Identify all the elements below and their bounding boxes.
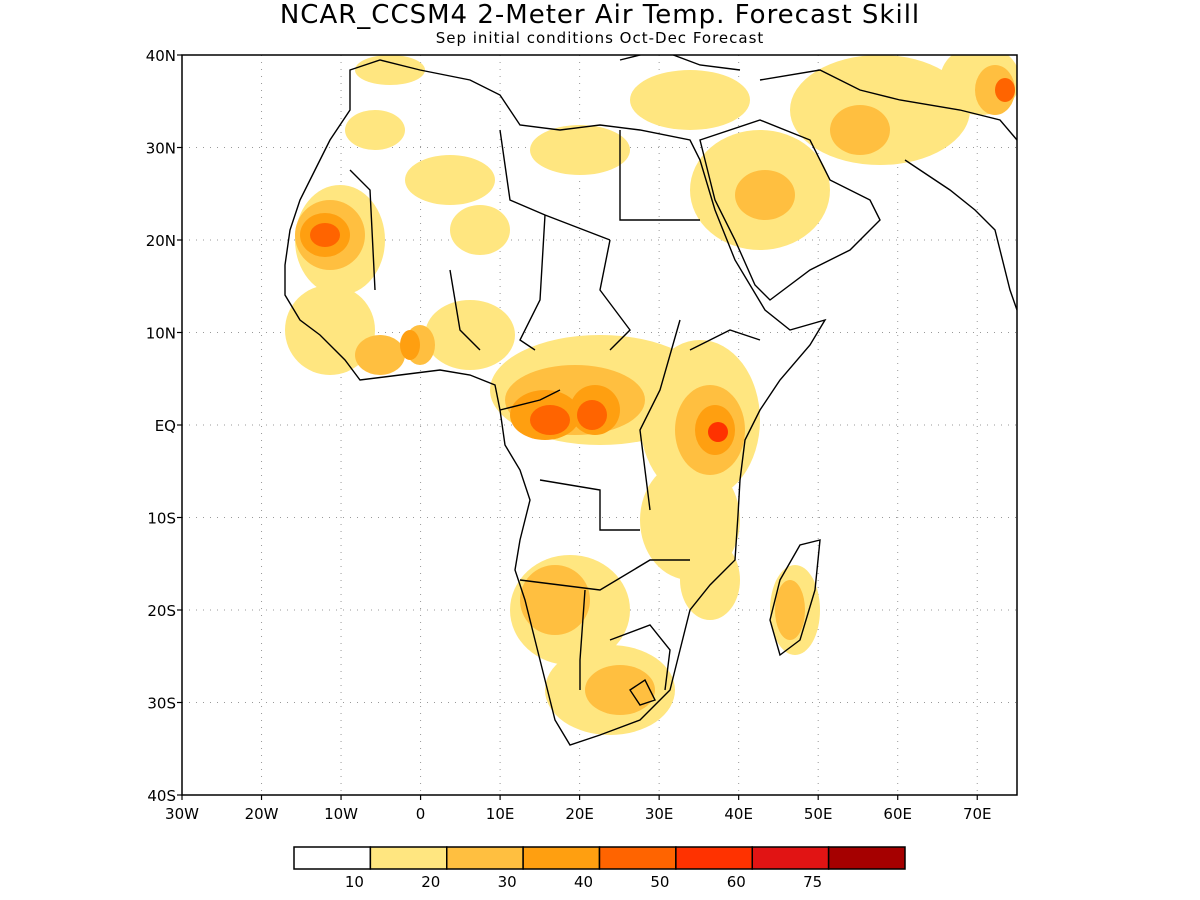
colorbar-swatch xyxy=(598,846,677,870)
lon-tick-label: 30W xyxy=(165,805,199,823)
colorbar-swatch xyxy=(675,846,753,870)
lon-ticks: 30W 20W 10W 0 10E 20E 30E 40E 50E 60E 70E xyxy=(165,795,992,823)
skill-shading xyxy=(285,55,1017,735)
coastlines xyxy=(284,55,1017,746)
lon-tick-label: 30E xyxy=(645,805,674,823)
colorbar-label: 30 xyxy=(498,873,517,891)
chart-subtitle: Sep initial conditions Oct-Dec Forecast xyxy=(435,29,765,47)
lat-tick-label: 30S xyxy=(147,695,176,713)
lat-tick-label: 40N xyxy=(146,47,176,65)
colorbar-label: 50 xyxy=(650,873,669,891)
colorbar-swatch xyxy=(293,846,372,870)
lon-tick-label: 70E xyxy=(963,805,992,823)
colorbar-label: 20 xyxy=(421,873,440,891)
skill-level-10-20 xyxy=(285,55,1017,735)
colorbar-label: 75 xyxy=(803,873,822,891)
lat-ticks: 40N 30N 20N 10N EQ 10S 20S 30S 40S xyxy=(146,47,182,805)
lat-tick-label: 40S xyxy=(147,787,176,805)
colorbar-swatch xyxy=(522,846,601,870)
lon-tick-label: 60E xyxy=(883,805,912,823)
colorbar-swatch xyxy=(446,846,524,870)
lat-tick-label: 10N xyxy=(146,325,176,343)
lat-tick-label: EQ xyxy=(155,417,176,435)
lon-tick-label: 20W xyxy=(245,805,279,823)
colorbar-label: 10 xyxy=(345,873,364,891)
colorbar-swatch xyxy=(369,846,448,870)
colorbar-swatch xyxy=(827,846,906,870)
colorbar-swatch xyxy=(751,846,830,870)
lon-tick-label: 0 xyxy=(416,805,426,823)
chart-title: NCAR_CCSM4 2-Meter Air Temp. Forecast Sk… xyxy=(279,0,921,30)
colorbar-label: 60 xyxy=(727,873,746,891)
colorbar: 10 20 30 40 50 60 75 xyxy=(293,846,906,891)
lat-tick-label: 20S xyxy=(147,602,176,620)
colorbar-label: 40 xyxy=(574,873,593,891)
lat-tick-label: 20N xyxy=(146,232,176,250)
lat-tick-label: 10S xyxy=(147,510,176,528)
lon-tick-label: 40E xyxy=(724,805,753,823)
lon-tick-label: 20E xyxy=(565,805,594,823)
lon-tick-label: 10W xyxy=(324,805,358,823)
lon-tick-label: 10E xyxy=(486,805,515,823)
lon-tick-label: 50E xyxy=(804,805,833,823)
lat-tick-label: 30N xyxy=(146,140,176,158)
skill-level-40-60 xyxy=(310,78,1015,442)
